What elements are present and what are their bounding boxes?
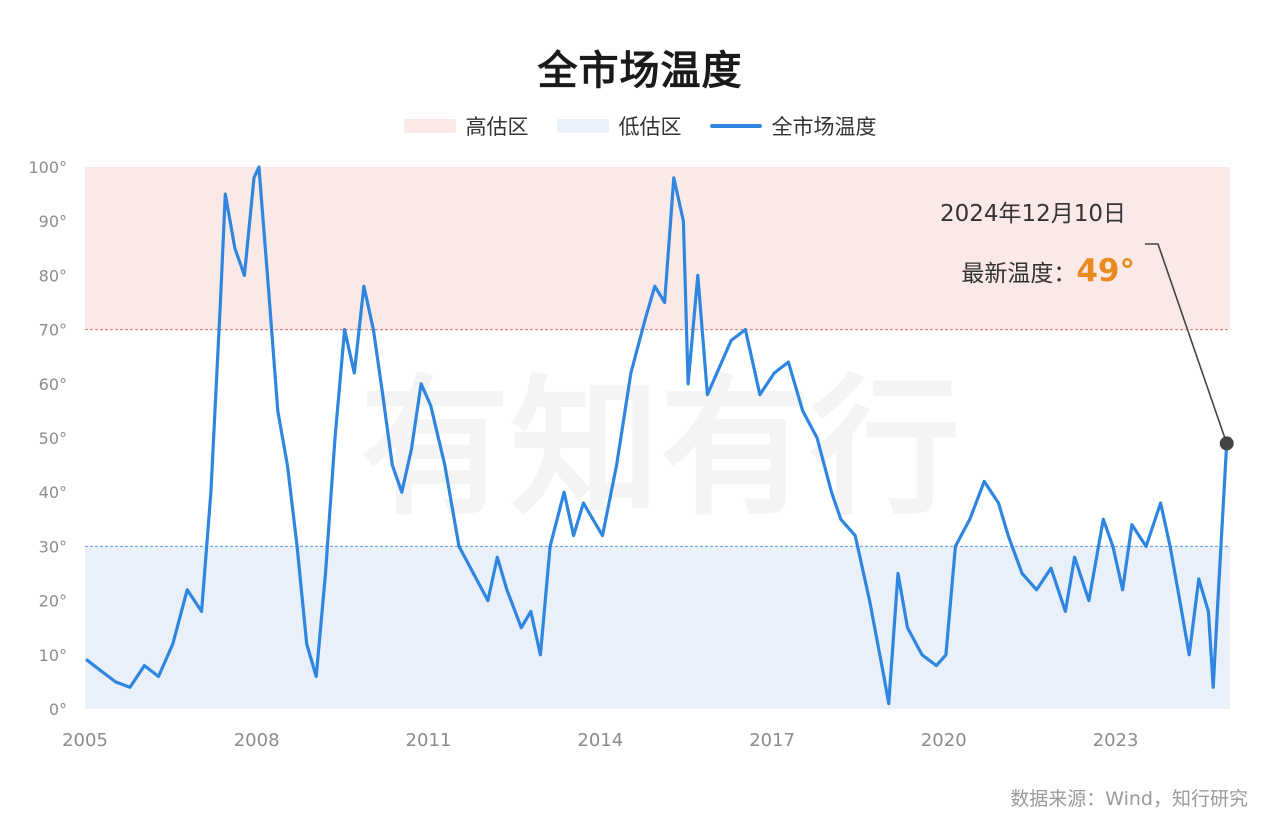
x-tick-label: 2011: [406, 730, 452, 751]
chart-title: 全市场温度: [537, 48, 743, 94]
x-tick-label: 2023: [1093, 730, 1139, 751]
y-tick-label: 50°: [39, 429, 67, 448]
x-tick-label: 2008: [234, 730, 280, 751]
watermark: 有知有行: [360, 362, 960, 536]
legend-swatch-low-zone: [556, 119, 609, 133]
series-line-temperature: [85, 165, 1229, 706]
x-tick-label: 2017: [749, 730, 795, 751]
low-zone-band: [85, 546, 1230, 709]
y-tick-label: 40°: [39, 483, 67, 502]
y-tick-label: 30°: [39, 537, 67, 556]
annotation-leader-line: [1145, 243, 1228, 444]
legend-label-low-zone: 低估区: [618, 115, 682, 139]
high-zone-band: [85, 167, 1230, 330]
legend-item-low-zone: 低估区: [556, 111, 682, 141]
y-axis-ticks: 0° 10° 20° 30° 40° 50° 60° 70° 80° 90° 100°: [28, 158, 67, 719]
y-tick-label: 60°: [39, 375, 67, 394]
source-note: 数据来源：Wind，知行研究: [1010, 788, 1248, 810]
x-tick-label: 2005: [62, 730, 108, 751]
latest-point-marker: [1219, 436, 1234, 451]
annotation-label-text: 最新温度：: [961, 261, 1076, 287]
legend-swatch-temperature: [709, 124, 762, 128]
legend-label-high-zone: 高估区: [465, 115, 529, 139]
x-axis-ticks: 2005 2008 2011 2014 2017 2020 2023: [62, 730, 1138, 751]
annotation-date: 2024年12月10日: [940, 201, 1126, 227]
x-tick-label: 2020: [921, 730, 967, 751]
legend-item-temperature: 全市场温度: [709, 111, 877, 141]
y-tick-label: 70°: [39, 321, 67, 340]
legend-label-temperature: 全市场温度: [771, 115, 877, 139]
y-tick-label: 90°: [39, 212, 67, 231]
x-tick-label: 2014: [577, 730, 623, 751]
legend: 高估区 低估区 全市场温度: [0, 111, 1280, 141]
annotation-value: 49°: [1076, 253, 1135, 289]
annotation-label: 最新温度：49°: [961, 253, 1135, 289]
legend-swatch-high-zone: [403, 119, 456, 133]
y-tick-label: 20°: [39, 592, 67, 611]
y-tick-label: 10°: [39, 646, 67, 665]
y-tick-label: 80°: [39, 266, 67, 285]
legend-item-high-zone: 高估区: [403, 111, 529, 141]
y-tick-label: 100°: [28, 158, 67, 177]
y-tick-label: 0°: [49, 700, 67, 719]
